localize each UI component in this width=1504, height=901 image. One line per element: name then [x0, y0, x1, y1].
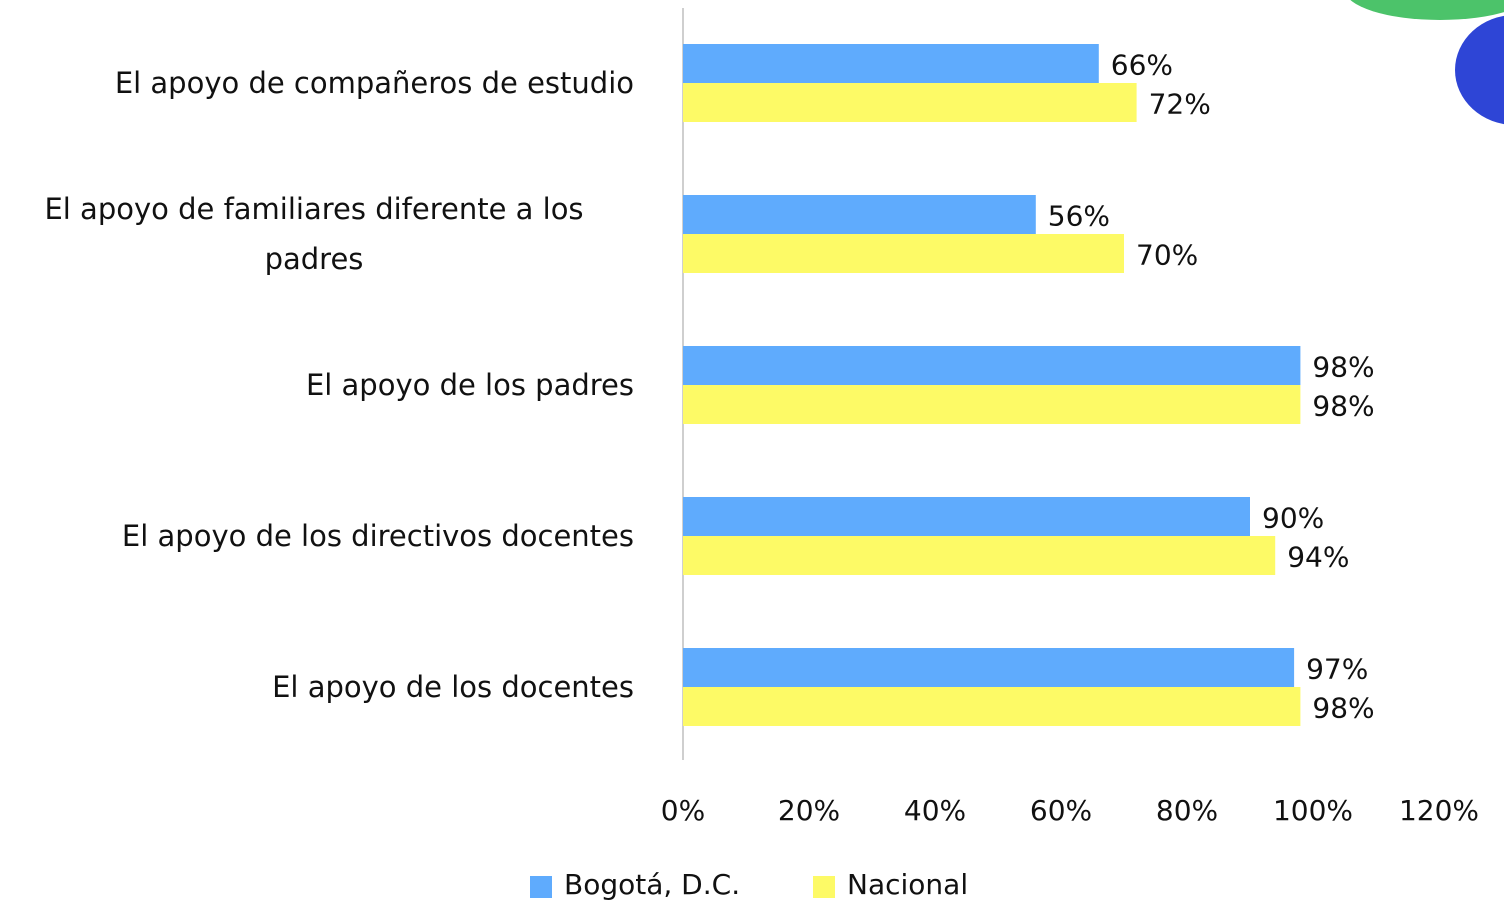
- bar: [683, 346, 1301, 385]
- bar: [683, 536, 1276, 575]
- value-label: 98%: [1312, 390, 1374, 423]
- decoration: [1455, 15, 1504, 125]
- y-tick-label: El apoyo de los docentes: [272, 670, 634, 704]
- x-tick-label: 60%: [1030, 794, 1092, 827]
- value-label: 98%: [1312, 692, 1374, 725]
- category-label-box: El apoyo de compañeros de estudio: [0, 58, 634, 108]
- y-tick-label: El apoyo de los directivos docentes: [121, 519, 634, 553]
- bar: [683, 497, 1250, 536]
- legend-swatch: [530, 876, 552, 898]
- y-tick-label: El apoyo de compañeros de estudio: [114, 66, 634, 100]
- value-label: 66%: [1111, 49, 1173, 82]
- legend-label: Nacional: [847, 868, 968, 901]
- decoration: [1350, 0, 1504, 20]
- value-label: 70%: [1136, 239, 1198, 272]
- x-tick-label: 120%: [1399, 794, 1479, 827]
- x-tick-label: 100%: [1273, 794, 1353, 827]
- legend-label: Bogotá, D.C.: [564, 868, 740, 901]
- x-tick-label: 0%: [661, 794, 705, 827]
- bar: [683, 648, 1295, 687]
- category-label-box: El apoyo de los directivos docentes: [0, 511, 634, 561]
- value-label: 90%: [1262, 502, 1324, 535]
- y-tick-label: El apoyo de los padres: [305, 368, 634, 402]
- value-label: 97%: [1306, 653, 1368, 686]
- y-tick-label: El apoyo de familiares diferente a los p…: [44, 192, 584, 276]
- x-tick-label: 80%: [1156, 794, 1218, 827]
- bar: [683, 687, 1301, 726]
- bar: [683, 195, 1036, 234]
- x-tick-label: 20%: [778, 794, 840, 827]
- bar: [683, 385, 1301, 424]
- bar: [683, 44, 1099, 83]
- legend-swatch: [813, 876, 835, 898]
- bar: [683, 234, 1124, 273]
- value-label: 72%: [1149, 88, 1211, 121]
- value-label: 56%: [1048, 200, 1110, 233]
- x-tick-label: 40%: [904, 794, 966, 827]
- category-label-box: El apoyo de los padres: [0, 360, 634, 410]
- category-label-box: El apoyo de familiares diferente a los p…: [0, 184, 634, 284]
- bar: [683, 83, 1137, 122]
- value-label: 98%: [1312, 351, 1374, 384]
- value-label: 94%: [1287, 541, 1349, 574]
- category-label-box: El apoyo de los docentes: [0, 662, 634, 712]
